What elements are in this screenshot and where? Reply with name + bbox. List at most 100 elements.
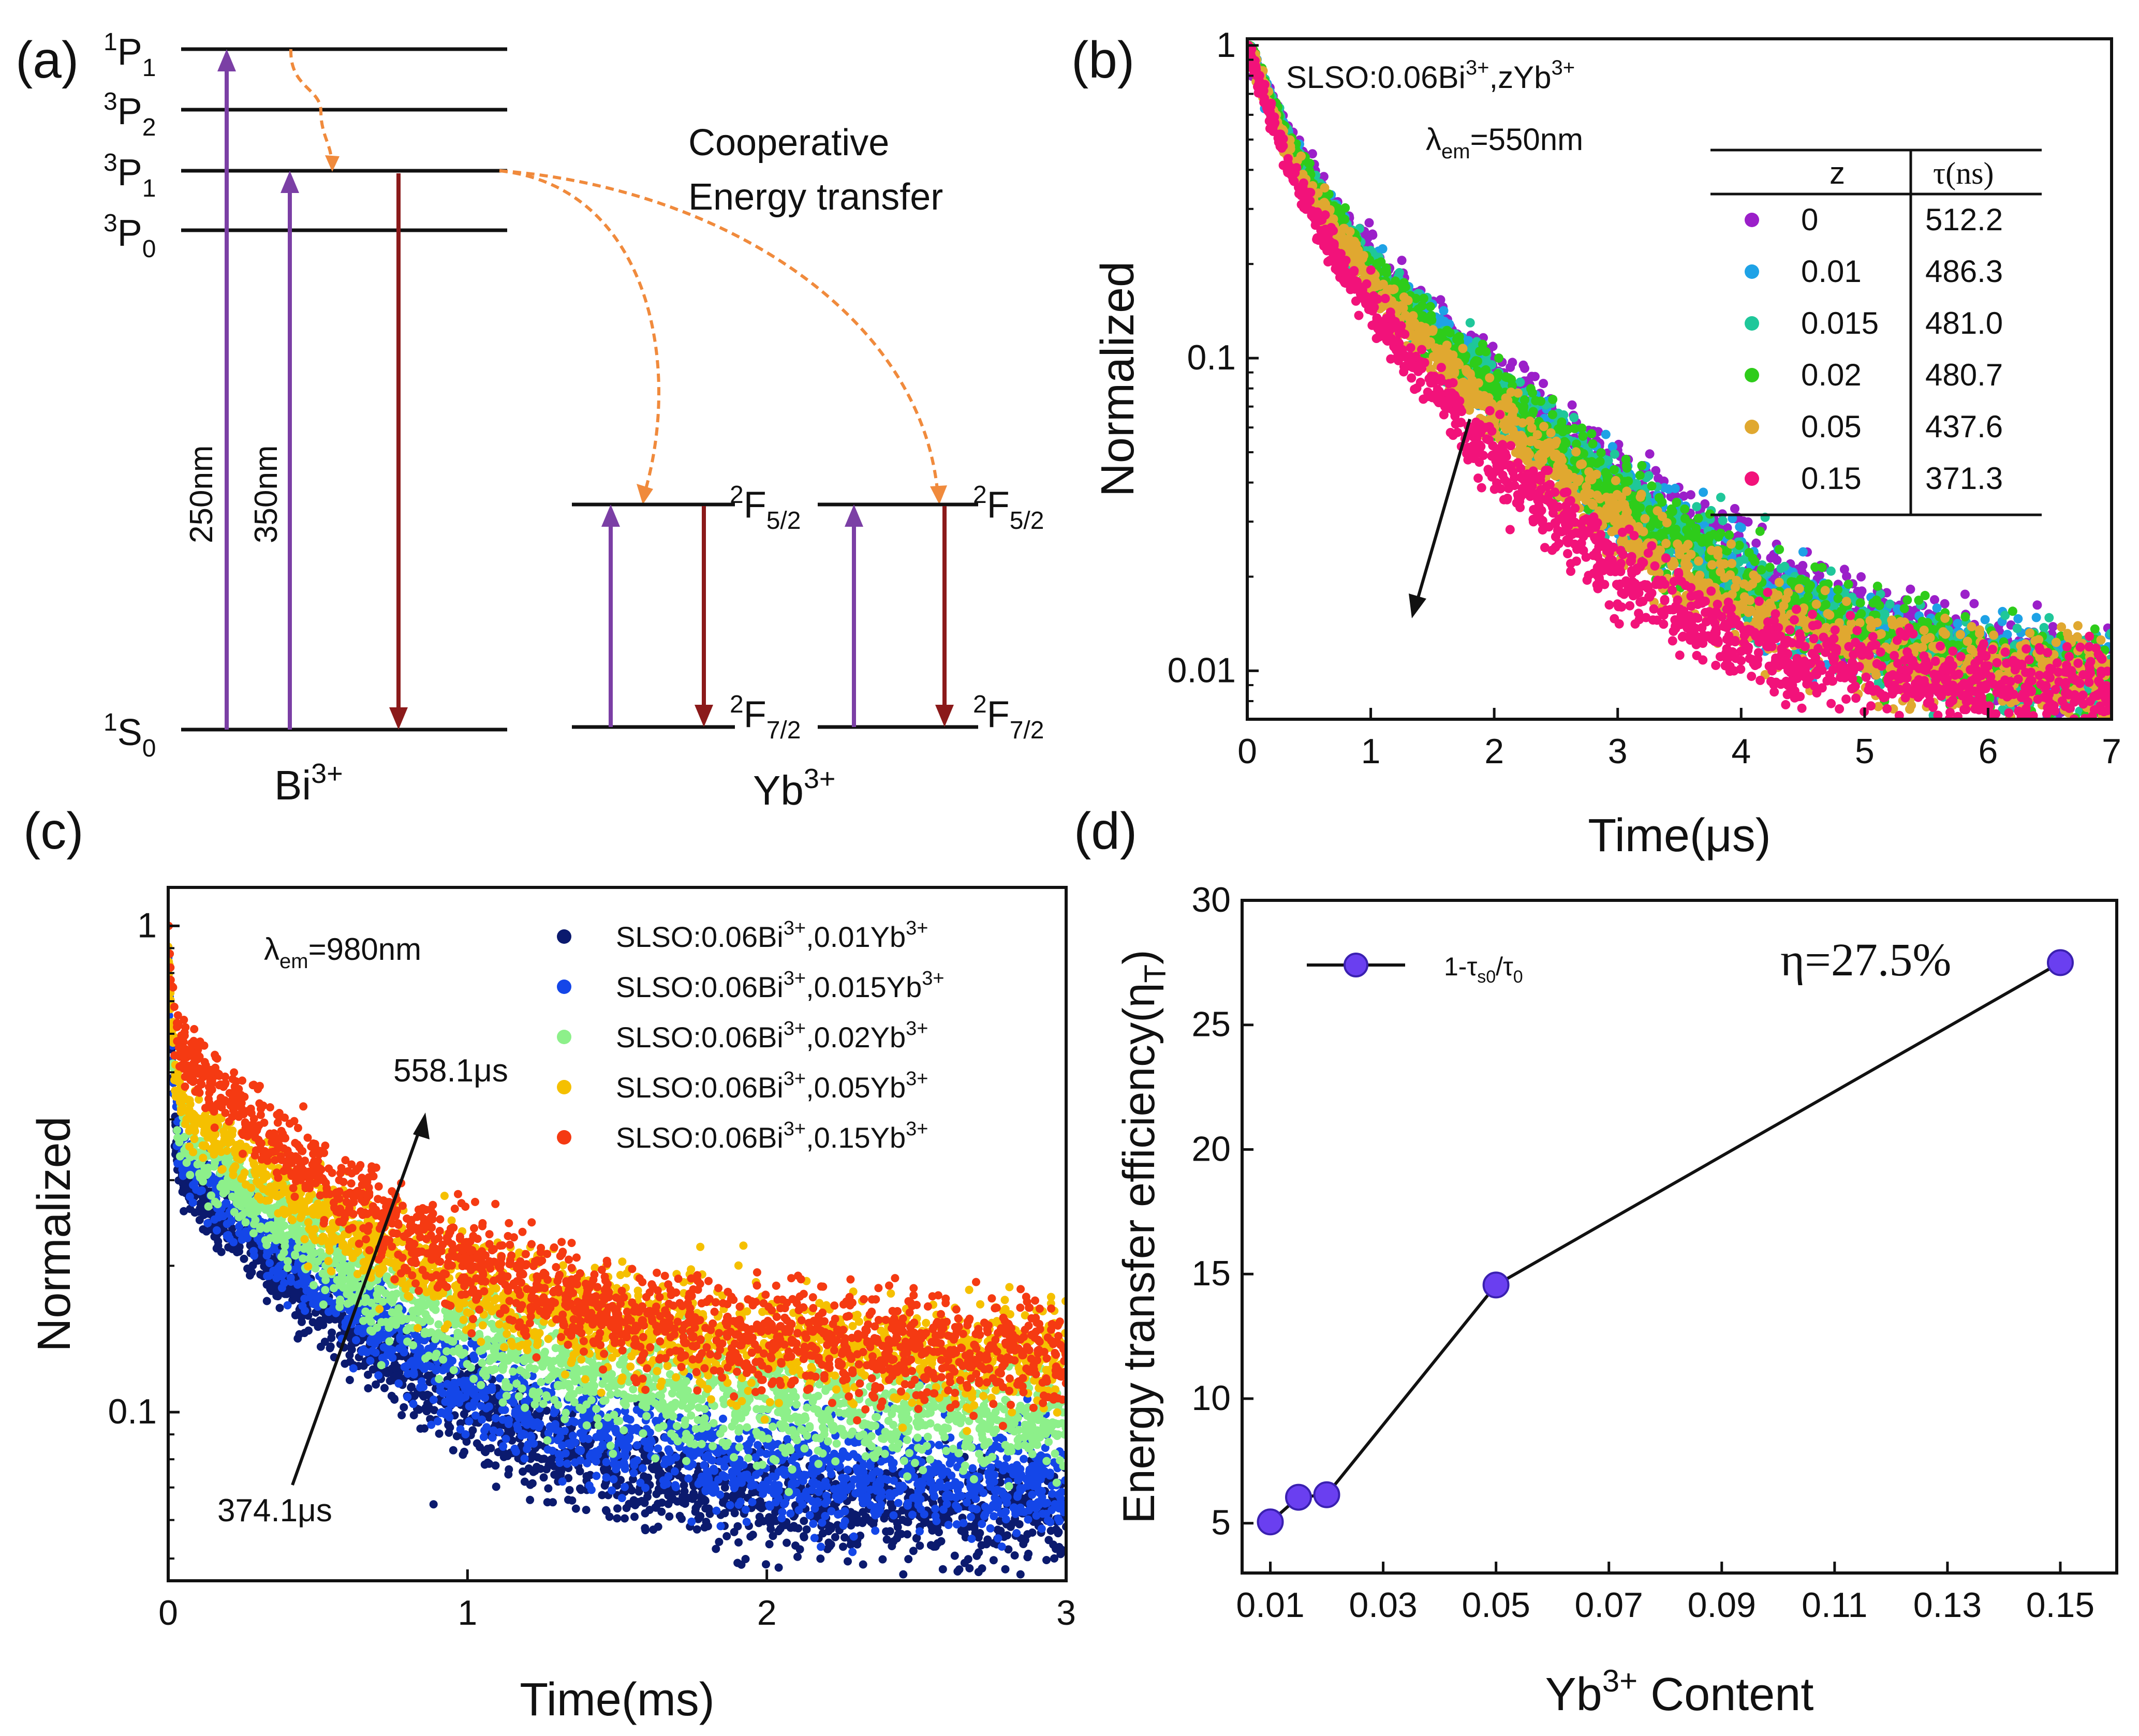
data-point (1724, 530, 1734, 540)
data-point (1734, 557, 1744, 567)
data-point (1670, 483, 1680, 493)
data-point (1709, 567, 1719, 577)
data-point (2031, 613, 2041, 622)
data-point (1494, 353, 1503, 363)
data-point (2032, 600, 2042, 610)
data-point (1548, 394, 1558, 404)
data-point (1691, 523, 1701, 533)
data-point (1520, 363, 1529, 373)
data-point (1765, 562, 1775, 572)
data-point (1843, 580, 1853, 589)
data-point (1506, 362, 1515, 372)
transfer-arrow-1 (499, 169, 660, 495)
data-point (1700, 499, 1710, 509)
data-point (2008, 606, 2017, 616)
data-point (1751, 538, 1761, 548)
data-point (1672, 497, 1681, 507)
data-point (1797, 567, 1807, 576)
data-point (1880, 609, 1890, 619)
data-point (1821, 600, 1831, 610)
data-point (1826, 566, 1836, 576)
yb-arrows (601, 505, 954, 727)
data-point (1340, 203, 1350, 213)
data-point (1872, 582, 1882, 591)
yb-excitation-arrowhead-1 (601, 505, 620, 527)
bi-levels (181, 47, 507, 732)
data-point (1679, 491, 1689, 501)
data-point (1796, 574, 1806, 584)
data-point (1855, 598, 1865, 608)
data-point (1787, 577, 1796, 587)
data-point (1596, 448, 1606, 457)
data-point (1718, 516, 1728, 526)
data-point (1364, 218, 1374, 228)
data-point (1680, 504, 1690, 514)
plot-b-points (1247, 40, 2112, 719)
data-point (1587, 429, 1597, 439)
data-point (1659, 476, 1669, 486)
data-point (2000, 611, 2010, 620)
data-point (1736, 523, 1746, 532)
data-point (2048, 622, 2058, 632)
bi-level-label-1P1: 1P1 (104, 28, 156, 82)
data-point (1754, 586, 1764, 596)
data-point (1645, 449, 1655, 459)
data-point (1730, 504, 1739, 513)
data-point (1666, 492, 1676, 501)
transfer-arrow-2 (499, 169, 939, 495)
data-point (1632, 482, 1642, 492)
transfer-arrowhead-1 (637, 484, 653, 505)
data-point (1381, 263, 1391, 273)
data-point (1530, 372, 1540, 381)
data-point (1378, 244, 1388, 254)
transfer-arrowhead-2 (930, 485, 947, 505)
data-point (1930, 595, 1939, 605)
data-point (1515, 377, 1525, 387)
data-point (1531, 396, 1541, 406)
data-point (1716, 493, 1725, 502)
data-point (1307, 149, 1317, 159)
data-point (1610, 449, 1619, 459)
data-point (1902, 595, 1912, 605)
bi-level-label-1S0: 1S0 (104, 709, 156, 762)
data-point (1419, 293, 1428, 303)
data-point (1810, 562, 1820, 572)
data-point (1304, 158, 1314, 168)
yb-emission-arrowhead-2 (935, 705, 954, 727)
data-point (2090, 624, 2100, 634)
data-point (1572, 439, 1581, 449)
data-point (1397, 256, 1407, 265)
data-point (1693, 513, 1703, 523)
data-point (1817, 562, 1827, 572)
data-point (2039, 622, 2049, 632)
data-point (1815, 571, 1824, 580)
data-point (1501, 372, 1511, 382)
yb-levels (572, 502, 978, 729)
data-point (1734, 540, 1744, 550)
ion-label-yb: Yb3+ (753, 763, 835, 813)
data-point (1914, 596, 1924, 605)
data-point (1960, 589, 1970, 599)
relaxation-arrow (289, 49, 333, 161)
data-point (1755, 526, 1765, 536)
data-point (1465, 318, 1475, 328)
data-point (1722, 523, 1732, 533)
transfer-label-line2: Energy transfer (688, 176, 943, 218)
data-point (1637, 461, 1647, 470)
data-point (1539, 379, 1548, 389)
data-point (1436, 295, 1445, 305)
excitation-arrows (217, 49, 299, 730)
excitation-arrowhead-250 (217, 49, 236, 71)
data-point (1856, 588, 1866, 598)
yb-level-label-2F72-right: 2F7/2 (973, 691, 1044, 744)
data-point (1885, 599, 1895, 609)
excitation-label-350: 350nm (248, 445, 284, 543)
data-point (2013, 614, 2023, 624)
panel-a-label: (a) (16, 31, 79, 89)
data-point (1775, 544, 1784, 554)
data-point (1651, 466, 1661, 476)
data-point (1917, 617, 1927, 626)
data-point (1686, 490, 1695, 500)
